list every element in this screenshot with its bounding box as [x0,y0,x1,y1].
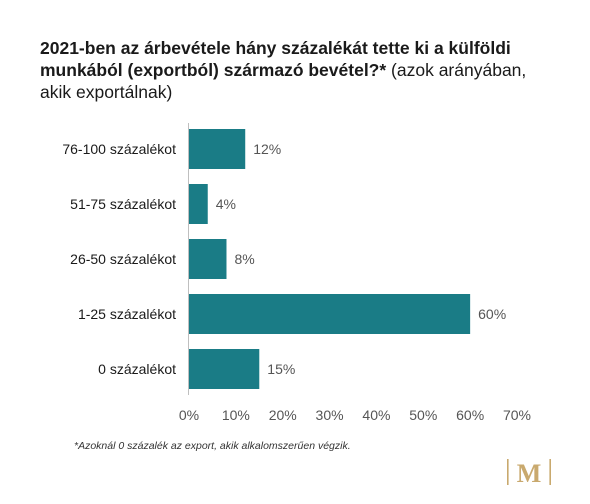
footnote: *Azoknál 0 százalék az export, akik alka… [74,440,351,452]
data-label: 15% [267,361,295,377]
bar [189,239,227,279]
logo-bar-left [507,459,509,485]
data-label: 4% [216,196,236,212]
x-tick-label: 60% [456,407,484,423]
x-tick-label: 0% [179,407,199,423]
brand-logo: M [507,459,551,487]
category-label: 26-50 százalékot [70,251,176,267]
x-tick-label: 70% [503,407,531,423]
x-tick-label: 20% [269,407,297,423]
bar [189,184,208,224]
bar [189,129,246,169]
chart-title-note: (azok arányában, akik exportálnak) [40,60,527,102]
logo-bar-right [549,459,551,485]
x-tick-label: 40% [362,407,390,423]
x-tick-label: 30% [316,407,344,423]
data-label: 60% [478,306,506,322]
bar [189,294,471,334]
category-label: 76-100 százalékot [62,141,176,157]
category-label: 0 százalékot [98,361,176,377]
bar [189,349,260,389]
x-tick-label: 10% [222,407,250,423]
data-label: 12% [253,141,281,157]
category-label: 51-75 százalékot [70,196,176,212]
logo-letter: M [517,459,542,487]
category-label: 1-25 százalékot [78,306,176,322]
chart-title-main: 2021-ben az árbevétele hány százalékát t… [40,38,511,80]
data-label: 8% [234,251,254,267]
chart-title: 2021-ben az árbevétele hány százalékát t… [40,37,560,103]
x-tick-label: 50% [409,407,437,423]
